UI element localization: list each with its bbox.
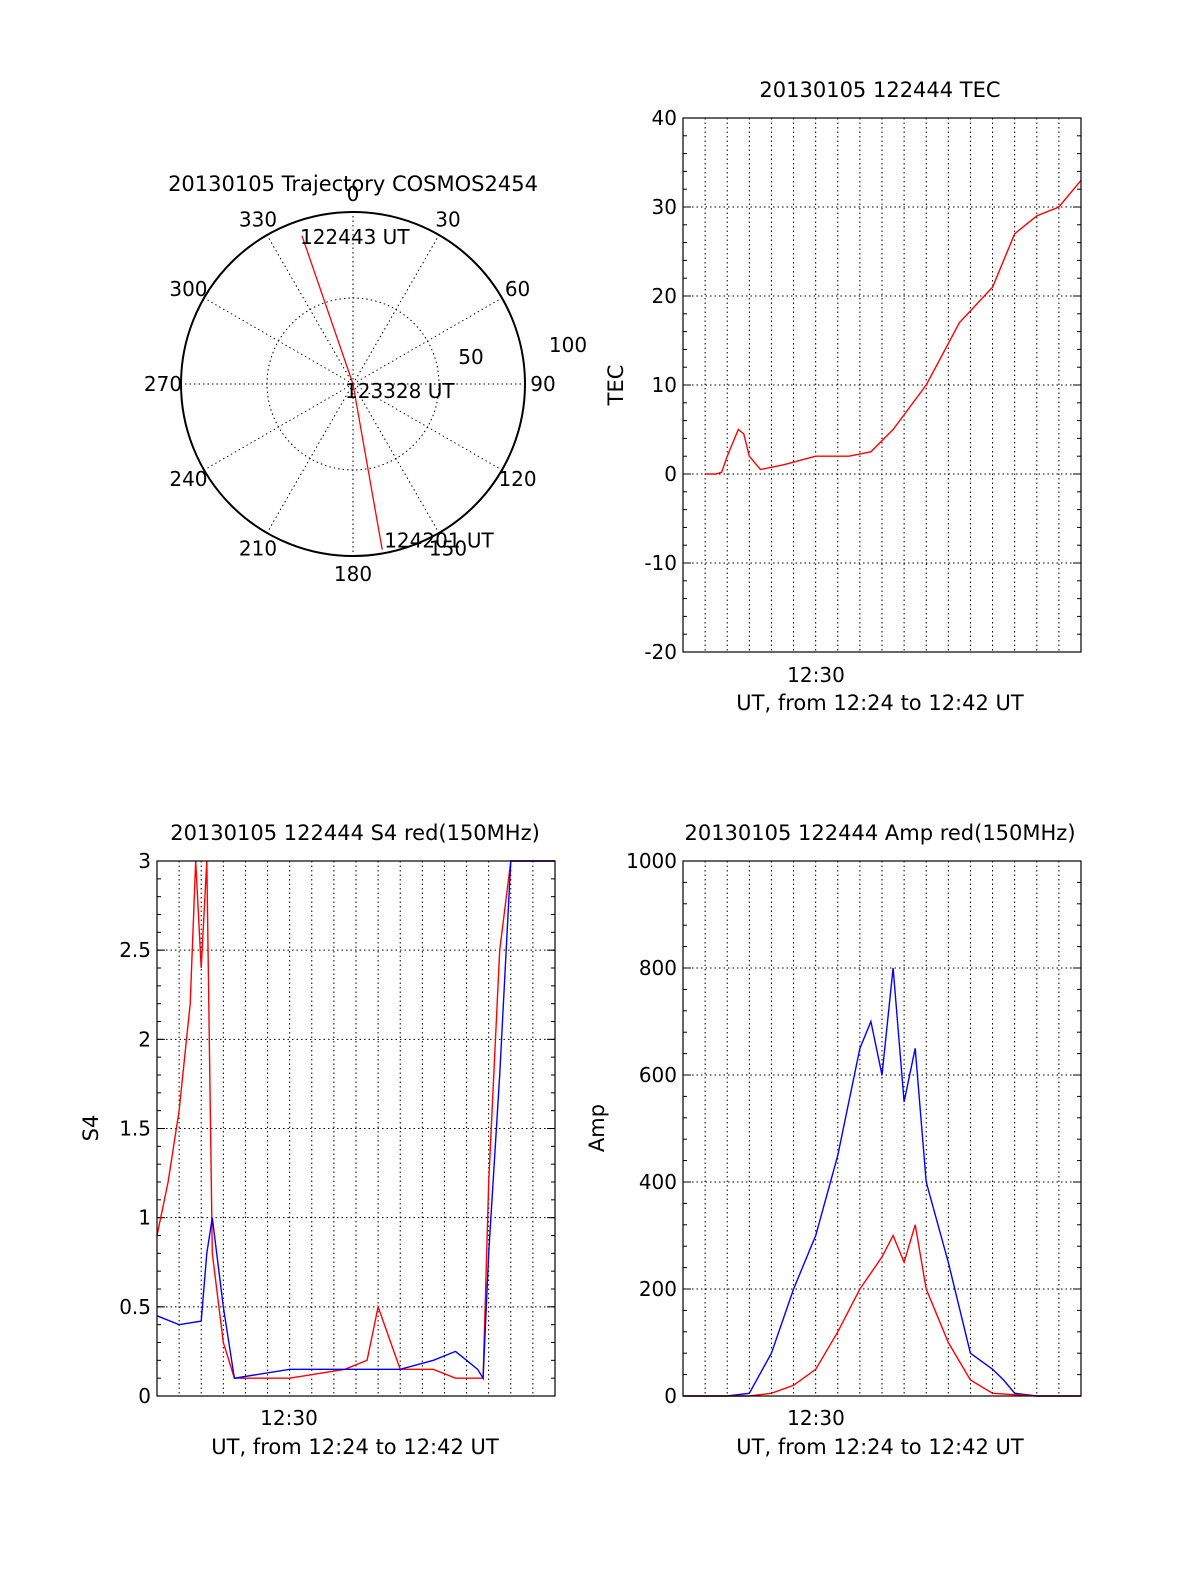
y-tick-label: 1000	[626, 849, 677, 873]
tec-plot: -20 -10 0 10 20 30 40	[644, 106, 1082, 664]
trajectory-end-label: 124201 UT	[384, 529, 494, 553]
trajectory-mid-label: 123328 UT	[345, 379, 455, 403]
polar-azimuth-label: 30	[435, 207, 460, 231]
polar-spoke	[266, 383, 354, 534]
y-tick-label: 800	[639, 956, 677, 980]
polar-azimuth-label: 330	[239, 207, 277, 231]
y-tick-label: 20	[652, 284, 677, 308]
polar-azimuth-label: 210	[239, 537, 277, 561]
series-line-1	[156, 860, 555, 1381]
polar-title: 20130105 Trajectory COSMOS2454	[168, 172, 538, 196]
plot-frame	[156, 860, 556, 1397]
tec-title: 20130105 122444 TEC	[759, 78, 1000, 102]
tec-xlabel: UT, from 12:24 to 12:42 UT	[736, 691, 1024, 715]
polar-spoke	[203, 383, 354, 471]
y-tick-label: -10	[644, 551, 677, 575]
s4-xtick-label: 12:30	[260, 1406, 318, 1430]
y-tick-label: 3	[138, 849, 151, 873]
series-line-0	[683, 967, 1081, 1397]
y-tick-label: 600	[639, 1063, 677, 1087]
polar-panel: 20130105 Trajectory COSMOS2454 0 30 60 90 12…	[144, 172, 587, 586]
polar-azimuth-label: 90	[530, 372, 555, 396]
polar-spoke	[352, 297, 503, 385]
plot-frame	[682, 860, 1082, 1397]
amp-xlabel: UT, from 12:24 to 12:42 UT	[736, 1435, 1024, 1459]
polar-azimuth-label: 270	[144, 372, 182, 396]
s4-xlabel: UT, from 12:24 to 12:42 UT	[211, 1435, 499, 1459]
series-line-1	[683, 1224, 1081, 1397]
y-tick-label: 400	[639, 1170, 677, 1194]
polar-spoke	[203, 297, 354, 385]
y-tick-label: 2	[138, 1027, 151, 1051]
y-tick-label: 0	[664, 462, 677, 486]
polar-plot: 0 30 60 90 120 150 180 210 240 270 300 330 50 100 1224…	[144, 182, 587, 586]
y-tick-label: 0	[664, 1384, 677, 1408]
trajectory-line	[301, 235, 383, 550]
s4-plot: 0 0.5 1 1.5 2 2.5 3	[119, 849, 556, 1408]
s4-panel: 20130105 122444 S4 red(150MHz) S4 12:30 …	[79, 821, 556, 1459]
tec-xtick-label: 12:30	[787, 663, 845, 687]
y-tick-label: 0	[138, 1384, 151, 1408]
s4-ylabel: S4	[79, 1115, 103, 1142]
polar-azimuth-label: 150	[429, 537, 467, 561]
polar-azimuth-label: 0	[347, 182, 360, 206]
amp-title: 20130105 122444 Amp red(150MHz)	[684, 821, 1075, 845]
polar-azimuth-label: 60	[505, 277, 530, 301]
polar-radius-label: 100	[549, 333, 587, 357]
y-tick-label: 2.5	[119, 938, 151, 962]
tec-panel: 20130105 122444 TEC TEC 12:30 UT, from 1…	[604, 78, 1082, 715]
y-tick-label: 40	[652, 106, 677, 130]
y-tick-label: 200	[639, 1277, 677, 1301]
polar-azimuth-label: 180	[334, 562, 372, 586]
y-tick-label: 0.5	[119, 1295, 151, 1319]
polar-spoke	[266, 234, 354, 385]
polar-spoke	[352, 383, 503, 471]
polar-spoke	[352, 383, 440, 534]
s4-title: 20130105 122444 S4 red(150MHz)	[170, 821, 540, 845]
polar-radius-label: 50	[458, 345, 483, 369]
amp-ylabel: Amp	[585, 1104, 609, 1152]
y-tick-label: -20	[644, 640, 677, 664]
polar-azimuth-label: 300	[169, 277, 207, 301]
y-tick-label: 10	[652, 373, 677, 397]
y-tick-label: 1	[138, 1206, 151, 1230]
polar-azimuth-label: 120	[498, 467, 536, 491]
tec-ylabel: TEC	[604, 365, 628, 407]
polar-azimuth-label: 240	[169, 467, 207, 491]
series-line-0	[705, 179, 1082, 475]
amp-xtick-label: 12:30	[787, 1406, 845, 1430]
y-tick-label: 30	[652, 195, 677, 219]
trajectory-start-label: 122443 UT	[300, 225, 410, 249]
polar-spoke	[352, 234, 440, 385]
amp-panel: 20130105 122444 Amp red(150MHz) Amp 12:3…	[585, 821, 1082, 1459]
y-tick-label: 1.5	[119, 1117, 151, 1141]
plot-frame	[682, 117, 1082, 653]
amp-plot: 0 200 400 600 800 1000	[626, 849, 1082, 1408]
